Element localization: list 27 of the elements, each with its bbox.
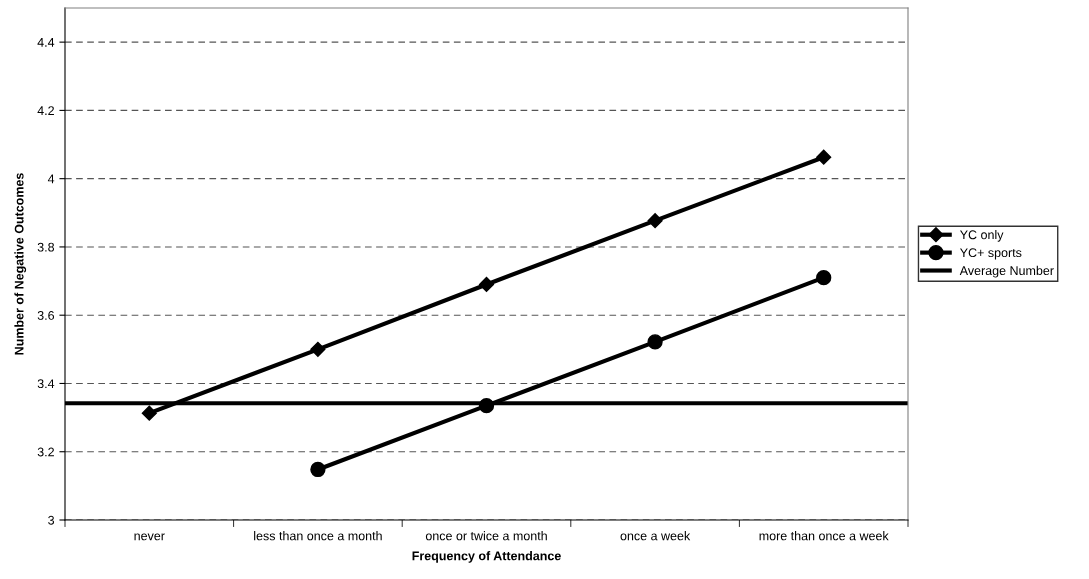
y-tick-label: 3	[48, 515, 55, 525]
x-axis-title: Frequency of Attendance	[412, 551, 561, 563]
y-tick-label: 4.2	[37, 106, 54, 115]
y-axis-title: Number of Negative Outcomes	[14, 173, 27, 355]
point	[816, 270, 832, 286]
point	[647, 213, 663, 229]
x-tick-label: never	[134, 533, 165, 541]
point	[478, 398, 495, 414]
point	[310, 341, 326, 357]
point	[141, 405, 157, 421]
y-tick-label: 4	[47, 174, 55, 184]
legend-label: YC+ sports	[959, 248, 1022, 260]
x-tick-label: more than once a week	[759, 531, 889, 541]
x-tick-label: once or twice a month	[425, 531, 547, 541]
point	[310, 461, 326, 478]
y-tick-label: 3.4	[37, 379, 55, 389]
point	[816, 149, 832, 165]
y-tick-label: 3.2	[37, 447, 54, 457]
point	[647, 334, 663, 350]
x-tick-label: less than once a month	[254, 531, 382, 541]
y-tick-label: 3.6	[37, 311, 55, 320]
legend-label: Average Number	[959, 265, 1054, 278]
x-tick-label: once a week	[620, 531, 691, 541]
y-tick-label: 4.4	[37, 38, 55, 47]
point	[478, 276, 495, 293]
y-tick-label: 3.8	[37, 242, 55, 252]
legend-label: YC only	[959, 230, 1004, 242]
